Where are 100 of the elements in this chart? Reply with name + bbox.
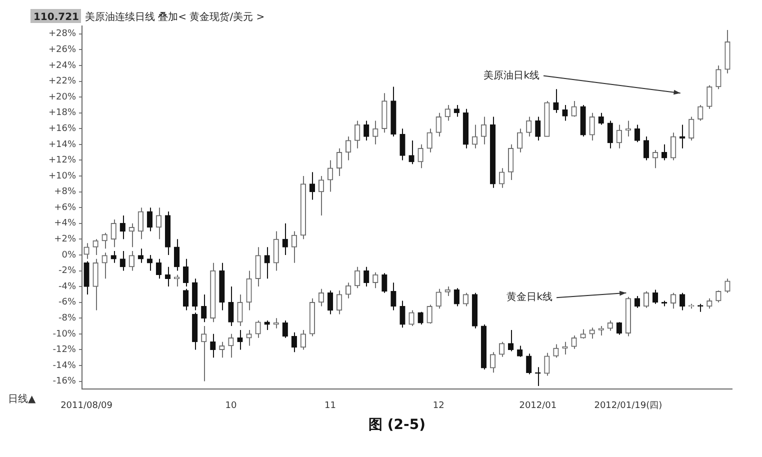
candlestick: [128, 250, 134, 272]
candlestick: [553, 344, 559, 358]
y-tick-label: +10%: [48, 171, 76, 182]
y-tick-label: +16%: [48, 124, 76, 134]
candlestick: [354, 266, 360, 289]
y-tick-label: -10%: [52, 329, 76, 340]
text: 日线▲: [8, 393, 36, 406]
candlestick: [146, 207, 153, 232]
y-tick-label: -14%: [52, 360, 76, 371]
candlestick: [102, 232, 108, 250]
candlestick: [228, 333, 234, 358]
candlestick: [526, 116, 532, 138]
candlestick: [634, 124, 640, 143]
candlestick: [246, 270, 252, 311]
candlestick: [264, 246, 270, 280]
text: 110.721: [33, 12, 80, 23]
candlestick: [498, 168, 505, 188]
candlestick: [273, 230, 279, 272]
candlestick: [444, 286, 450, 297]
candlestick: [517, 128, 523, 153]
candlestick: [598, 112, 604, 126]
y-tick-label: +24%: [48, 60, 76, 71]
candlestick: [462, 292, 469, 307]
y-tick-label: -2%: [58, 266, 76, 276]
candlestick: [652, 149, 658, 169]
candlestick: [571, 335, 577, 350]
candlestick: [680, 292, 686, 311]
candlestick: [110, 218, 116, 248]
candlestick: [372, 272, 378, 289]
x-tick-label: 11: [324, 400, 336, 411]
candlestick: [219, 341, 225, 358]
candlestick: [92, 258, 98, 311]
y-tick-label: +28%: [48, 29, 76, 40]
candlestick: [282, 320, 288, 338]
candlestick: [444, 104, 450, 122]
candlestick: [472, 124, 478, 149]
candlestick: [156, 207, 162, 240]
candlestick: [589, 112, 595, 141]
candlestick: [364, 120, 370, 141]
candlestick: [400, 128, 406, 161]
candlestick: [327, 160, 334, 192]
candlestick: [318, 288, 324, 307]
y-tick-label: +26%: [48, 45, 76, 56]
candlestick: [571, 100, 577, 118]
chart-title: 美原油连续日线 叠加< 黄金现货/美元 >: [85, 11, 265, 23]
y-tick-label: +8%: [54, 187, 76, 198]
candlestick: [345, 282, 352, 299]
candlestick: [517, 345, 523, 358]
candlestick: [498, 341, 505, 358]
candlestick: [562, 104, 568, 122]
candlestick: [400, 300, 406, 328]
candlestick: [580, 328, 586, 340]
text: 黄金日k线: [506, 291, 552, 304]
candlestick: [102, 252, 108, 280]
candlestick: [670, 132, 676, 161]
candlestick: [264, 320, 270, 330]
candlestick: [408, 310, 414, 327]
candlestick: [282, 222, 288, 256]
candlestick: [372, 120, 378, 145]
y-tick-label: -12%: [52, 345, 76, 356]
candlestick: [716, 64, 722, 90]
candlestick: [553, 88, 559, 114]
candlestick: [454, 288, 460, 307]
y-tick-label: 0%: [62, 250, 76, 260]
y-tick-label: +14%: [48, 140, 76, 150]
candlestick: [192, 278, 198, 311]
candlestick: [128, 222, 134, 248]
candlestick: [255, 246, 261, 288]
candlestick: [309, 172, 316, 200]
candlestick: [336, 148, 342, 177]
candlestick: [535, 366, 541, 387]
y-tick-label: +18%: [48, 108, 76, 118]
candlestick: [508, 329, 514, 352]
y-tick-label: -4%: [58, 282, 76, 292]
candlestick: [526, 353, 532, 375]
candlestick: [300, 329, 306, 350]
candlestick: [508, 144, 514, 180]
candlestick: [246, 329, 252, 346]
candlestick: [146, 254, 153, 272]
candlestick: [418, 311, 424, 325]
y-tick-label: +20%: [48, 92, 76, 102]
candlestick: [408, 140, 414, 165]
candlestick: [174, 238, 180, 272]
candlestick: [490, 352, 496, 374]
x-tick-label: 2011/08/09: [60, 400, 113, 411]
x-tick-label: 10: [225, 400, 237, 411]
candlestick: [164, 266, 171, 288]
candlestick: [291, 332, 297, 353]
candlestick: [354, 120, 360, 149]
candlestick: [182, 288, 189, 311]
candlestick: [616, 124, 622, 149]
y-tick-label: -8%: [58, 313, 76, 324]
candlestick: [607, 120, 613, 149]
candlestick: [670, 292, 676, 310]
candlestick: [390, 282, 396, 311]
candlestick: [318, 176, 324, 216]
text: 图 (2-5): [368, 417, 426, 434]
candlestick: [706, 298, 712, 310]
candlestick: [436, 112, 442, 138]
candlestick: [436, 288, 442, 310]
